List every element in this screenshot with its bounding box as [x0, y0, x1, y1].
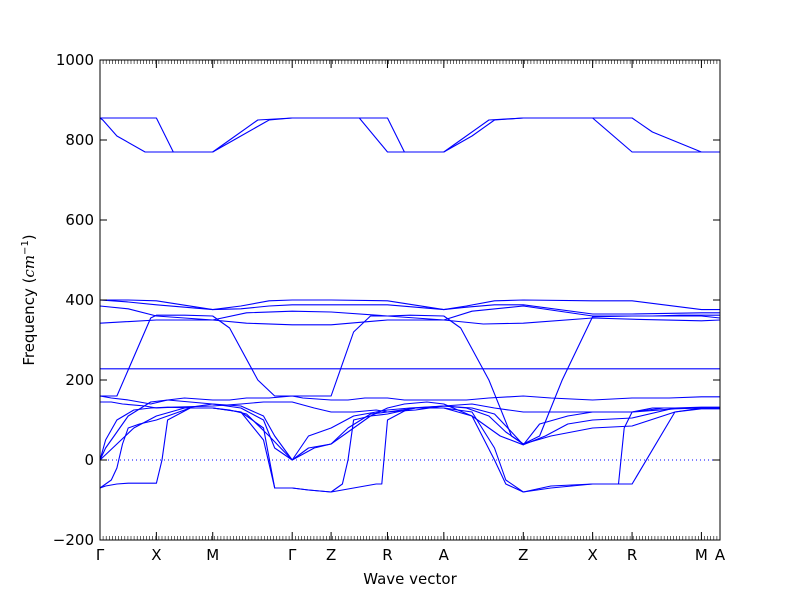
y-tick-label: −200 [53, 531, 94, 549]
y-axis-unit: cm [20, 255, 38, 278]
band-line-1 [100, 117, 720, 153]
band-line-3 [100, 299, 720, 311]
x-tick-label: A [715, 546, 726, 564]
y-tick-label: 400 [65, 291, 94, 309]
x-tick-label: A [439, 546, 450, 564]
y-axis-label-close: ) [20, 234, 38, 240]
band-line-9 [99, 395, 720, 405]
series-layer [99, 117, 721, 493]
x-tick-label: Γ [96, 546, 105, 564]
x-tick-label: M [695, 546, 708, 564]
band-line-7 [100, 314, 720, 445]
x-tick-label: X [587, 546, 597, 564]
band-line-12 [99, 399, 720, 461]
y-tick-label: 0 [84, 451, 94, 469]
y-axis-ticks: −200 0 200 400 600 800 1000 [53, 51, 720, 549]
y-tick-label: 200 [65, 371, 94, 389]
x-tick-label: M [206, 546, 219, 564]
y-tick-label: 600 [65, 211, 94, 229]
band-line-4 [99, 299, 720, 315]
band-line-2 [99, 117, 720, 153]
y-axis-label-text: Frequency [20, 288, 38, 366]
x-tick-label: Z [518, 546, 528, 564]
x-tick-label: Γ [288, 546, 297, 564]
x-axis-label: Wave vector [363, 570, 457, 588]
kpoint-minor-ticks [99, 60, 718, 540]
band-line-15 [99, 407, 720, 493]
y-axis-label-open: ( [20, 278, 38, 289]
x-tick-label: X [151, 546, 161, 564]
y-tick-label: 1000 [56, 51, 94, 69]
x-tick-label: R [627, 546, 637, 564]
y-axis-label: Frequency (cm−1) [20, 234, 38, 365]
band-line-13 [100, 401, 720, 413]
x-tick-label: Z [326, 546, 336, 564]
x-tick-label: R [382, 546, 392, 564]
y-tick-label: 800 [65, 131, 94, 149]
y-axis-unit-exponent: −1 [20, 240, 31, 255]
